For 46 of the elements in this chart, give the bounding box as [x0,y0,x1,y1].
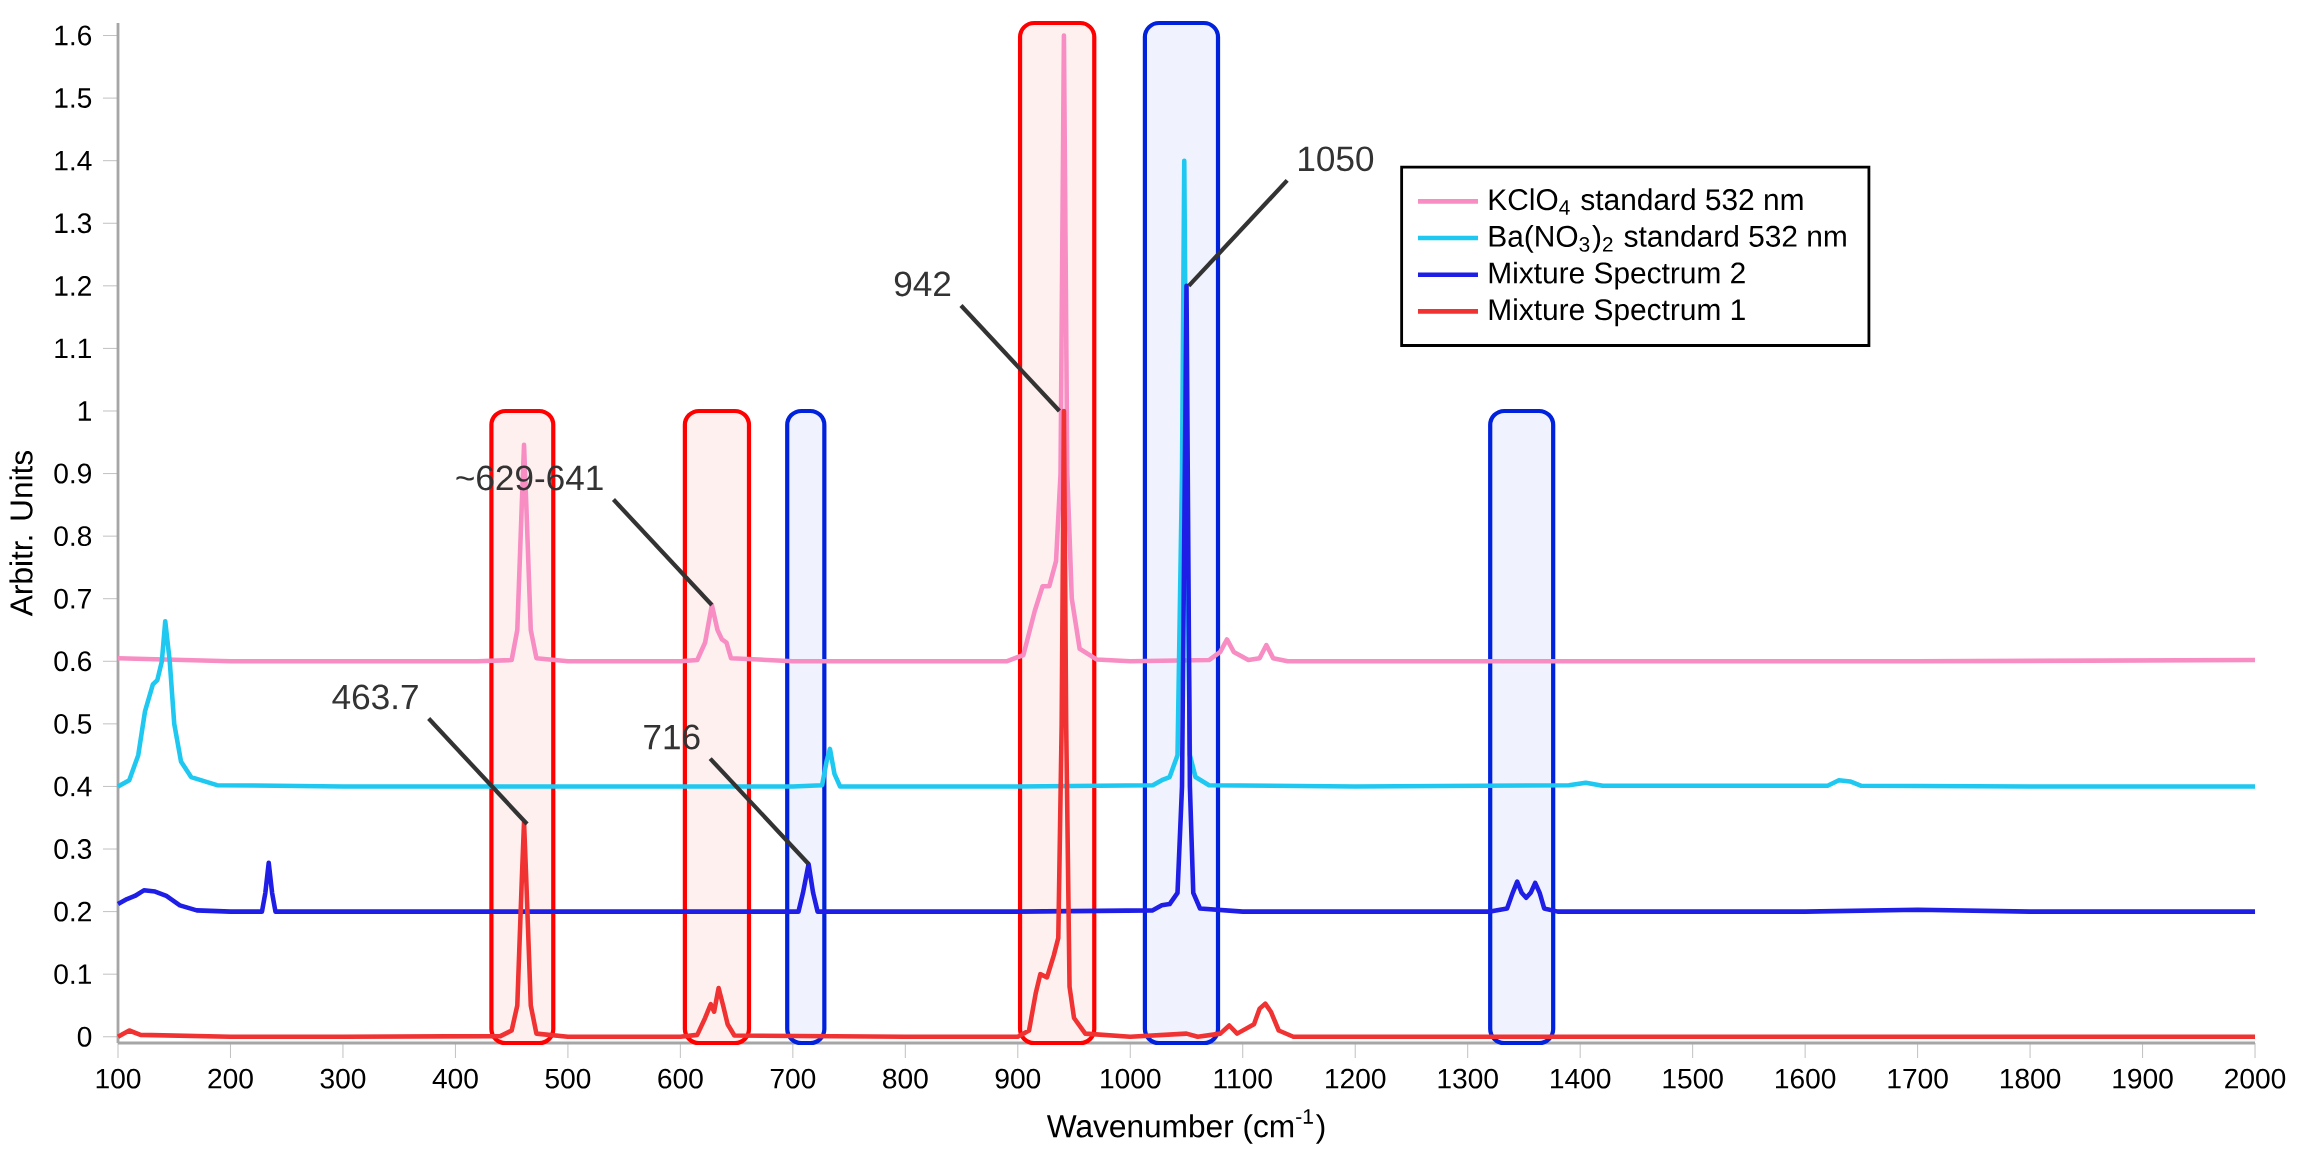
y-tick-label: 1.1 [55,338,91,359]
y-tick-label: 0.2 [54,901,91,922]
y-tick-label: 1.4 [55,151,92,171]
annotation: 942 [894,271,951,297]
y-tick-label: 0.5 [54,713,92,734]
y-tick-label: 0.6 [54,651,92,672]
y-tick-label: 1.6 [55,25,92,46]
x-tick-label: 400 [432,1068,478,1089]
y-tick-label: 0.3 [54,839,92,859]
x-tick-label: 1100 [1214,1068,1272,1089]
x-tick-label: 100 [96,1068,141,1089]
x-tick-label: 900 [995,1068,1041,1089]
y-tick-label: 1.2 [55,276,91,296]
x-tick-label: 1600 [1776,1068,1836,1089]
y-tick-label: 0.1 [54,964,91,985]
y-tick-label: 0.4 [54,776,92,797]
x-tick-label: 1700 [1888,1068,1948,1089]
x-tick-label: 600 [658,1068,703,1089]
x-tick-label: 1500 [1663,1068,1723,1089]
x-tick-label: 1900 [2113,1068,2173,1089]
x-tick-label: 2000 [2225,1068,2286,1089]
x-tick-label: 800 [883,1068,928,1089]
x-tick-label: 1400 [1551,1068,1611,1089]
y-tick-label: 0 [77,1026,92,1047]
legend-label: Mixture Spectrum 2 [1489,261,1745,290]
y-tick-label: 1.5 [55,88,92,108]
y-tick-label: 0.7 [54,588,91,609]
y-axis-title: Arbitr. Units [9,450,33,617]
legend-label: Mixture Spectrum 1 [1489,298,1745,327]
y-tick-label: 1.3 [55,213,92,234]
x-tick-label: 300 [320,1068,366,1089]
x-tick-label: 1000 [1101,1068,1161,1089]
legend-label: Ba(NO$_{3}$)$_{2}$ standard 532 nm [1489,224,1846,253]
x-tick-label: 1300 [1438,1068,1498,1089]
legend-label: KClO$_{4}$ standard 532 nm [1489,188,1803,215]
x-tick-label: 200 [208,1068,253,1089]
y-tick-label: 0.8 [54,526,92,547]
x-axis-title: Wavenumber (cm$^{-1}$) [1046,1109,1325,1144]
y-tick-label: 0.9 [54,463,91,484]
annotation: 1050 [1299,146,1374,172]
annotation: 463.7 [332,684,418,710]
x-tick-label: 700 [770,1068,816,1089]
y-tick-label: 1 [78,401,91,421]
x-tick-label: 1800 [2000,1068,2061,1089]
x-tick-label: 500 [545,1068,591,1089]
x-tick-label: 1200 [1326,1068,1386,1089]
